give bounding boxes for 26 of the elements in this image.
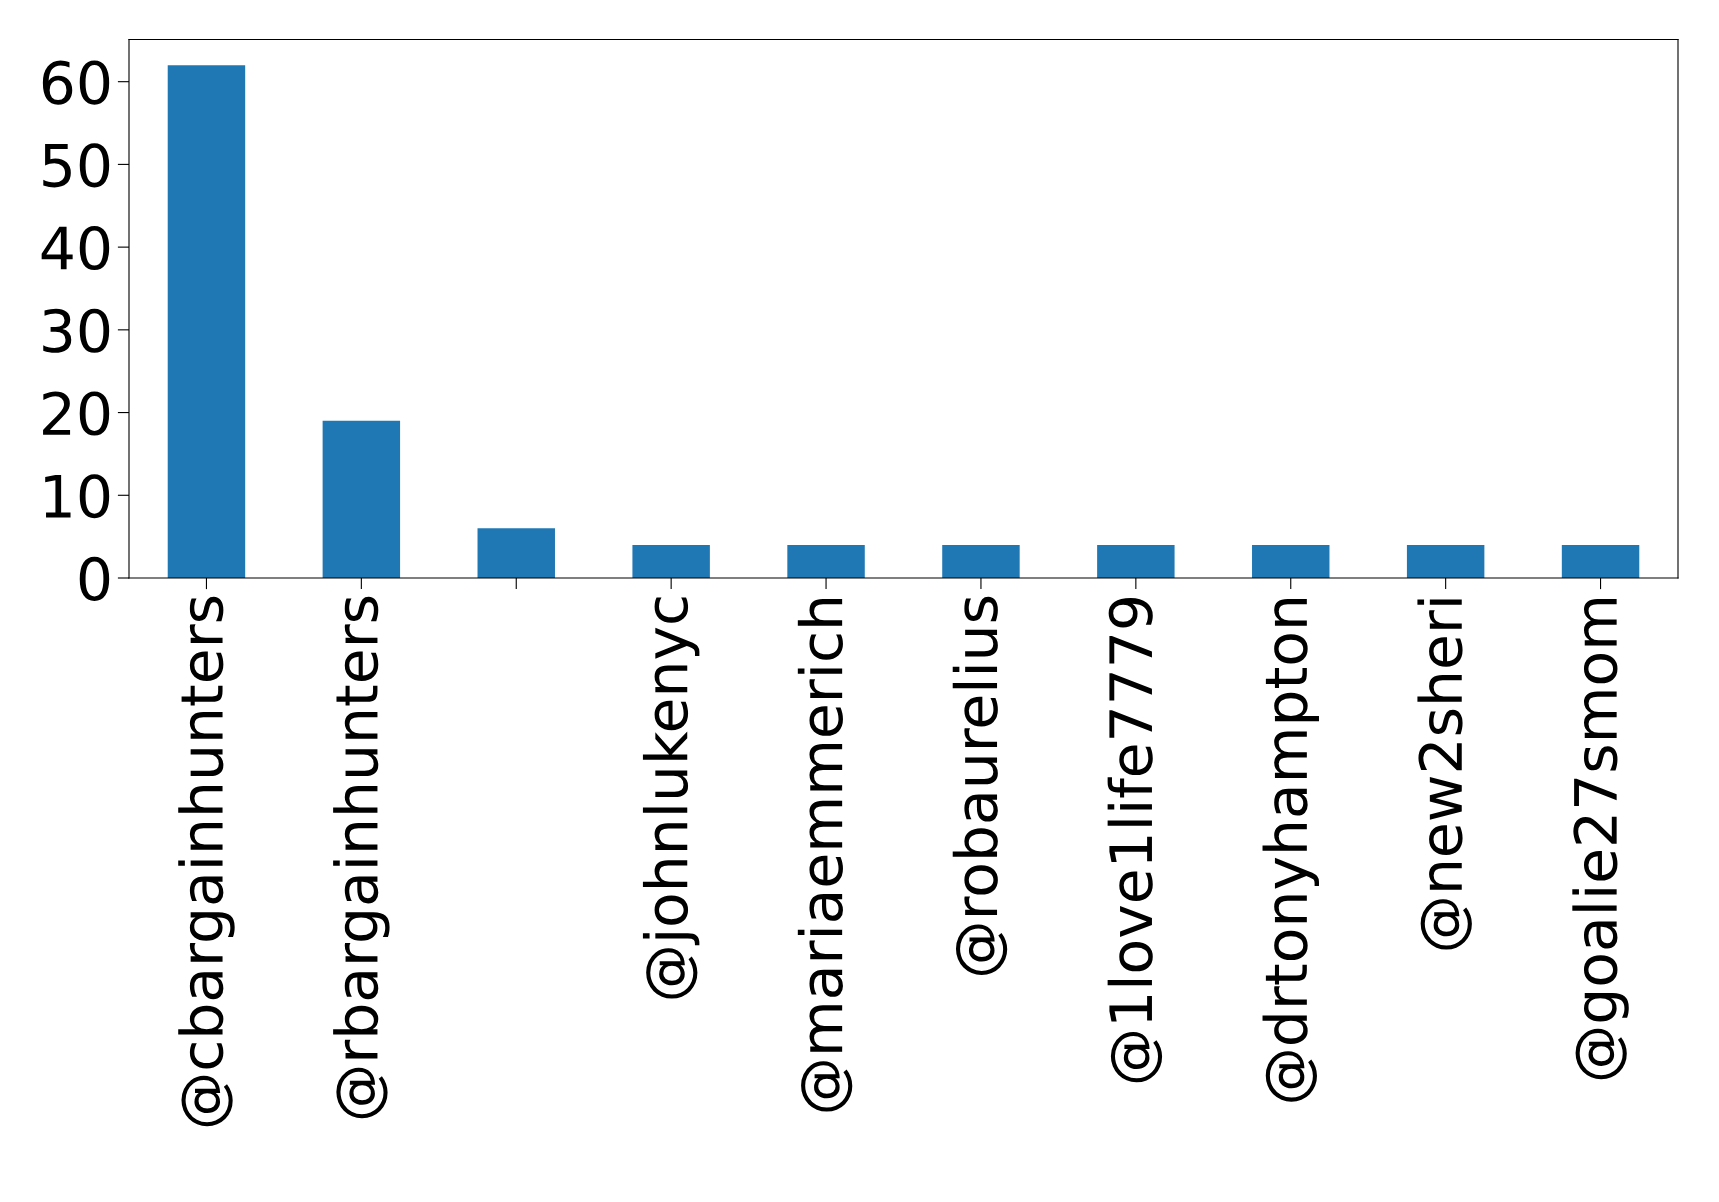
x-tick-label: @drtonyhampton xyxy=(1262,598,1319,1102)
x-tick-label: @goalie27smom xyxy=(1572,598,1629,1080)
x-tick-label: @1love1life7779 xyxy=(1107,598,1163,1083)
bar xyxy=(787,544,865,578)
y-tick-label: 30 xyxy=(43,308,110,353)
bar xyxy=(1097,544,1175,578)
bar xyxy=(1252,544,1330,578)
y-tick-label: 0 xyxy=(79,556,110,601)
x-tick-label: @mariaemmerich xyxy=(797,598,853,1112)
y-tick-label: 40 xyxy=(41,225,110,271)
y-tick-label: 20 xyxy=(43,391,110,436)
bar xyxy=(632,544,710,578)
y-tick-label: 60 xyxy=(42,60,110,105)
bar xyxy=(942,544,1020,578)
x-tick-label: @new2sheri xyxy=(1417,599,1472,950)
bar xyxy=(167,65,246,578)
x-tick-label: @robaurelius xyxy=(952,596,1008,975)
x-tick-label: @cbargainhunters xyxy=(178,596,235,1127)
bar xyxy=(1406,544,1485,578)
y-tick-label: 50 xyxy=(43,143,110,188)
bar xyxy=(477,528,555,578)
x-tick-label: @johnlukenyc xyxy=(642,597,700,999)
bar xyxy=(1561,544,1640,578)
y-tick-label: 10 xyxy=(45,474,110,519)
x-tick-label: @rbargainhunters xyxy=(333,596,390,1119)
bar xyxy=(322,420,401,578)
